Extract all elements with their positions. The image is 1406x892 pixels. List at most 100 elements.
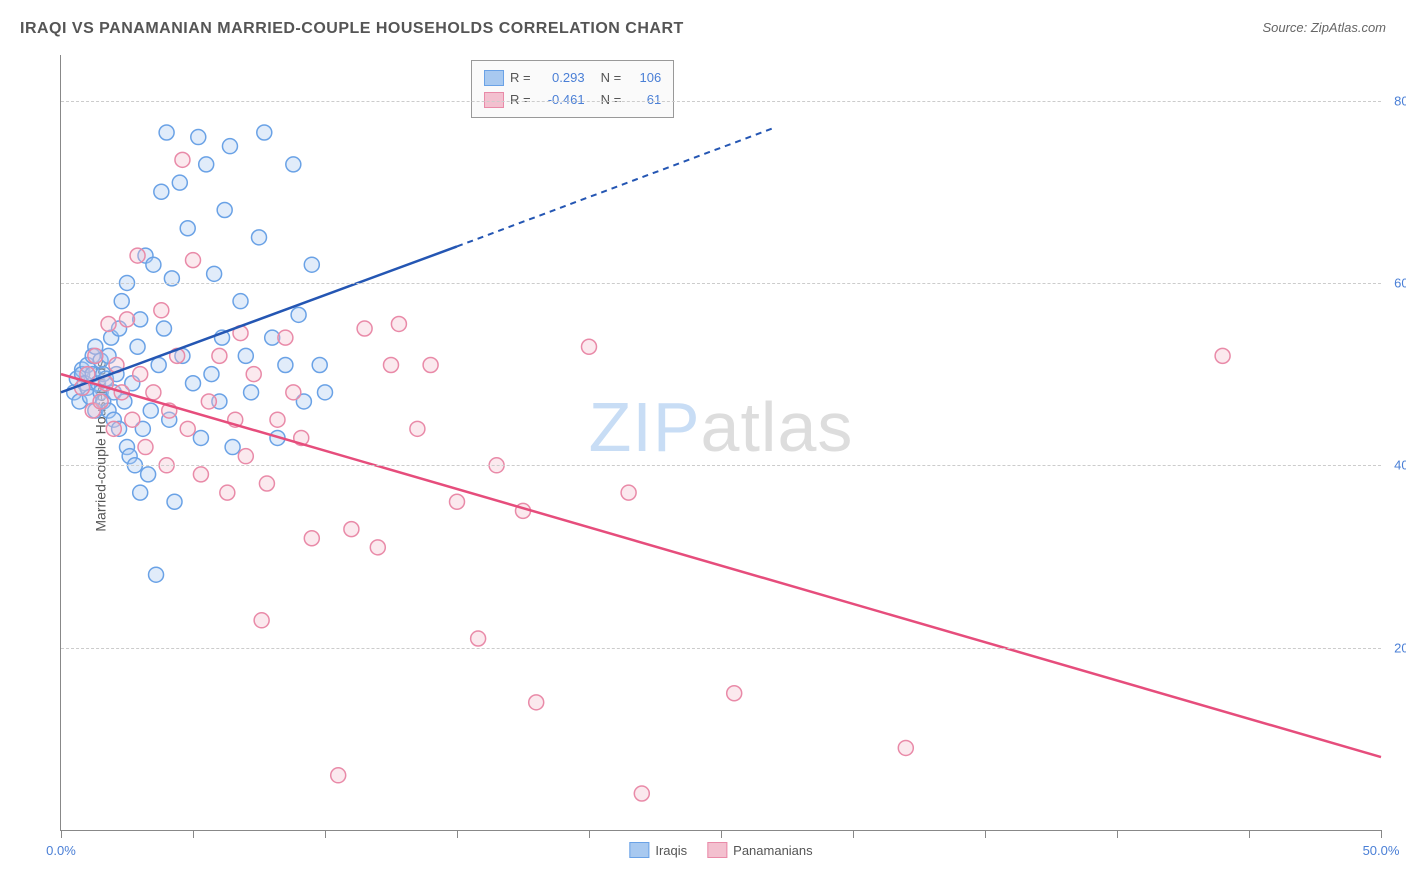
data-point	[582, 339, 597, 354]
data-point	[244, 385, 259, 400]
legend-swatch	[629, 842, 649, 858]
data-point	[191, 130, 206, 145]
data-point	[331, 768, 346, 783]
data-point	[257, 125, 272, 140]
x-tick	[985, 830, 986, 838]
data-point	[146, 385, 161, 400]
data-point	[180, 221, 195, 236]
x-tick	[325, 830, 326, 838]
data-point	[233, 294, 248, 309]
data-point	[156, 321, 171, 336]
data-point	[410, 421, 425, 436]
x-tick	[1117, 830, 1118, 838]
data-point	[186, 253, 201, 268]
series-label: Panamanians	[733, 843, 813, 858]
data-point	[898, 740, 913, 755]
data-point	[138, 440, 153, 455]
data-point	[193, 467, 208, 482]
data-point	[106, 421, 121, 436]
y-tick-label: 40.0%	[1386, 458, 1406, 473]
legend-row: R = 0.293 N =106	[484, 67, 661, 89]
data-point	[225, 440, 240, 455]
data-point	[212, 348, 227, 363]
gridline	[61, 283, 1381, 284]
source-attribution: Source: ZipAtlas.com	[1262, 20, 1386, 35]
data-point	[471, 631, 486, 646]
data-point	[391, 316, 406, 331]
gridline	[61, 101, 1381, 102]
data-point	[304, 257, 319, 272]
data-point	[318, 385, 333, 400]
x-tick	[721, 830, 722, 838]
r-label: R =	[510, 67, 531, 89]
data-point	[175, 152, 190, 167]
regression-line	[61, 374, 1381, 757]
x-tick	[853, 830, 854, 838]
data-point	[146, 257, 161, 272]
scatter-svg	[61, 55, 1381, 830]
data-point	[286, 385, 301, 400]
data-point	[154, 184, 169, 199]
plot-area: ZIPatlas R =0.293N =106R =-0.461N =61 Ir…	[60, 55, 1381, 831]
data-point	[621, 485, 636, 500]
x-tick	[61, 830, 62, 838]
data-point	[370, 540, 385, 555]
x-min-label: 0.0%	[46, 843, 76, 858]
x-tick	[457, 830, 458, 838]
data-point	[130, 339, 145, 354]
gridline	[61, 648, 1381, 649]
regression-line-dashed	[457, 128, 774, 247]
series-legend-item: Iraqis	[629, 842, 687, 858]
data-point	[193, 430, 208, 445]
data-point	[114, 294, 129, 309]
chart-title: IRAQI VS PANAMANIAN MARRIED-COUPLE HOUSE…	[20, 20, 684, 38]
chart-container: IRAQI VS PANAMANIAN MARRIED-COUPLE HOUSE…	[0, 0, 1406, 892]
data-point	[384, 358, 399, 373]
x-tick	[193, 830, 194, 838]
data-point	[304, 531, 319, 546]
data-point	[286, 157, 301, 172]
data-point	[529, 695, 544, 710]
x-tick	[1381, 830, 1382, 838]
data-point	[423, 358, 438, 373]
n-label: N =	[601, 67, 622, 89]
data-point	[291, 307, 306, 322]
legend-swatch	[484, 70, 504, 86]
data-point	[141, 467, 156, 482]
data-point	[125, 412, 140, 427]
data-point	[186, 376, 201, 391]
data-point	[217, 203, 232, 218]
gridline	[61, 465, 1381, 466]
data-point	[151, 358, 166, 373]
data-point	[101, 316, 116, 331]
data-point	[172, 175, 187, 190]
data-point	[130, 248, 145, 263]
y-tick-label: 60.0%	[1386, 275, 1406, 290]
y-tick-label: 80.0%	[1386, 93, 1406, 108]
data-point	[167, 494, 182, 509]
data-point	[312, 358, 327, 373]
data-point	[120, 312, 135, 327]
r-value: 0.293	[537, 67, 585, 89]
data-point	[154, 303, 169, 318]
n-value: 106	[627, 67, 661, 89]
data-point	[201, 394, 216, 409]
data-point	[270, 412, 285, 427]
y-tick-label: 20.0%	[1386, 640, 1406, 655]
data-point	[133, 485, 148, 500]
data-point	[180, 421, 195, 436]
data-point	[1215, 348, 1230, 363]
data-point	[133, 367, 148, 382]
x-tick	[589, 830, 590, 838]
data-point	[238, 348, 253, 363]
x-tick	[1249, 830, 1250, 838]
data-point	[450, 494, 465, 509]
correlation-legend: R =0.293N =106R =-0.461N =61	[471, 60, 674, 118]
series-legend: Iraqis Panamanians	[629, 842, 812, 858]
data-point	[259, 476, 274, 491]
data-point	[344, 522, 359, 537]
data-point	[93, 394, 108, 409]
x-max-label: 50.0%	[1363, 843, 1400, 858]
data-point	[159, 125, 174, 140]
data-point	[143, 403, 158, 418]
